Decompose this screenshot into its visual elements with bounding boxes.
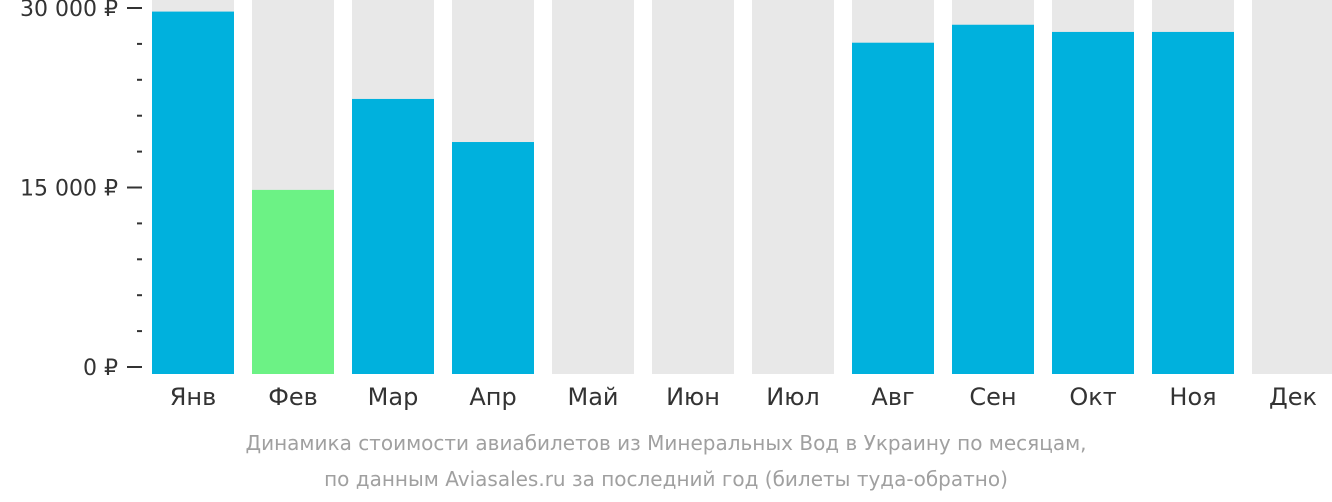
chart-caption-line-2: по данным Aviasales.ru за последний год …	[324, 467, 1008, 491]
chart-caption-line-1: Динамика стоимости авиабилетов из Минера…	[245, 431, 1087, 455]
bar[interactable]	[952, 24, 1034, 375]
x-tick-label: Июн	[666, 383, 720, 411]
bar[interactable]	[352, 98, 434, 375]
bars	[152, 11, 1234, 375]
x-tick-label: Янв	[170, 383, 217, 411]
bar-background	[1252, 0, 1332, 374]
x-tick-label: Окт	[1069, 383, 1116, 411]
bar-background	[552, 0, 634, 374]
x-axis-labels: Янв Фев Мар Апр Май Июн Июл Авг Сен Окт Ноя Дек	[170, 383, 1317, 411]
x-tick-label: Сен	[969, 383, 1016, 411]
x-tick-label: Мар	[368, 383, 419, 411]
bar-chart: 30 000 ₽ 15 000 ₽ 0 ₽ Янв Фев Мар Апр Май Июн Ию…	[20, 0, 1332, 411]
bar[interactable]	[452, 142, 534, 374]
bar[interactable]	[152, 11, 234, 375]
x-tick-label: Апр	[469, 383, 516, 411]
y-tick-label: 15 000 ₽	[20, 177, 118, 202]
bar-background	[752, 0, 834, 374]
x-tick-label: Ноя	[1169, 383, 1216, 411]
bar[interactable]	[1152, 31, 1234, 375]
bar-background	[652, 0, 734, 374]
bar[interactable]	[252, 189, 334, 374]
y-tick-label: 30 000 ₽	[20, 0, 118, 22]
bar[interactable]	[1052, 31, 1134, 375]
bar[interactable]	[852, 42, 934, 374]
x-tick-label: Авг	[871, 383, 914, 411]
x-tick-label: Июл	[766, 383, 820, 411]
y-tick-label: 0 ₽	[83, 356, 118, 381]
x-tick-label: Фев	[268, 383, 318, 411]
y-axis: 30 000 ₽ 15 000 ₽ 0 ₽	[20, 0, 142, 381]
x-tick-label: Май	[567, 383, 618, 411]
x-tick-label: Дек	[1269, 383, 1317, 411]
